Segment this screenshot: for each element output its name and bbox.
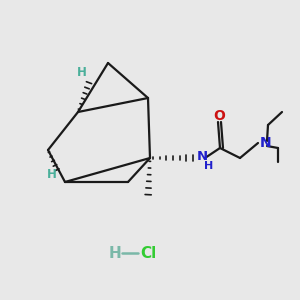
Text: N: N xyxy=(197,151,208,164)
Text: O: O xyxy=(213,109,225,123)
Text: N: N xyxy=(260,136,272,150)
Text: H: H xyxy=(77,65,87,79)
Text: H: H xyxy=(204,161,213,171)
Text: Cl: Cl xyxy=(140,245,156,260)
Text: H: H xyxy=(109,245,122,260)
Text: H: H xyxy=(47,167,57,181)
